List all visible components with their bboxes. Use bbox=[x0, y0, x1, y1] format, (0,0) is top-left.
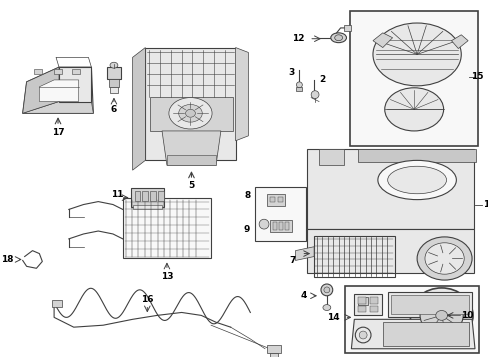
Bar bbox=[134, 191, 140, 201]
Polygon shape bbox=[130, 188, 163, 207]
Text: 18: 18 bbox=[1, 255, 14, 264]
Bar bbox=[142, 191, 148, 201]
Text: 8: 8 bbox=[244, 191, 250, 200]
Bar bbox=[109, 79, 119, 87]
Bar bbox=[387, 292, 471, 318]
Text: 13: 13 bbox=[161, 272, 173, 281]
Polygon shape bbox=[132, 48, 145, 170]
Text: 12: 12 bbox=[291, 34, 304, 43]
Bar bbox=[277, 197, 282, 202]
Ellipse shape bbox=[377, 160, 455, 200]
Bar bbox=[369, 297, 377, 303]
Bar bbox=[54, 69, 62, 74]
Ellipse shape bbox=[259, 219, 268, 229]
Bar bbox=[269, 220, 291, 232]
Polygon shape bbox=[358, 149, 475, 162]
Ellipse shape bbox=[372, 23, 460, 86]
Bar bbox=[345, 286, 478, 353]
Text: 5: 5 bbox=[188, 181, 194, 190]
Polygon shape bbox=[22, 67, 59, 113]
Ellipse shape bbox=[185, 109, 195, 117]
Bar bbox=[122, 198, 211, 258]
Bar bbox=[296, 87, 302, 91]
Polygon shape bbox=[166, 156, 216, 165]
Ellipse shape bbox=[310, 91, 318, 99]
Polygon shape bbox=[351, 319, 474, 349]
Text: 14: 14 bbox=[326, 313, 339, 322]
Ellipse shape bbox=[110, 62, 118, 68]
Ellipse shape bbox=[387, 166, 446, 194]
Bar bbox=[358, 306, 366, 312]
Text: 11: 11 bbox=[110, 190, 123, 199]
Bar bbox=[35, 69, 42, 74]
Bar bbox=[52, 300, 62, 307]
Text: 3: 3 bbox=[288, 68, 294, 77]
Polygon shape bbox=[235, 48, 248, 141]
Bar bbox=[284, 222, 288, 230]
Bar bbox=[110, 87, 118, 93]
Bar bbox=[132, 204, 162, 210]
Ellipse shape bbox=[322, 305, 330, 310]
Text: 2: 2 bbox=[318, 76, 325, 85]
Bar bbox=[150, 191, 156, 201]
Bar bbox=[343, 25, 351, 31]
Text: 17: 17 bbox=[52, 129, 64, 138]
Bar bbox=[158, 191, 163, 201]
Polygon shape bbox=[22, 67, 93, 113]
Text: 4: 4 bbox=[300, 291, 306, 300]
Ellipse shape bbox=[409, 288, 472, 343]
Text: 10: 10 bbox=[460, 311, 473, 320]
Polygon shape bbox=[450, 35, 467, 49]
Polygon shape bbox=[295, 247, 313, 260]
Ellipse shape bbox=[178, 104, 202, 122]
Circle shape bbox=[359, 331, 366, 339]
Bar bbox=[266, 194, 284, 206]
Polygon shape bbox=[306, 229, 473, 273]
Text: 15: 15 bbox=[470, 72, 482, 81]
Polygon shape bbox=[424, 332, 457, 342]
Text: 6: 6 bbox=[111, 105, 117, 114]
Circle shape bbox=[355, 327, 370, 343]
Text: 16: 16 bbox=[141, 295, 153, 304]
Polygon shape bbox=[162, 131, 221, 165]
Bar bbox=[358, 297, 366, 303]
Text: 9: 9 bbox=[244, 225, 250, 234]
Circle shape bbox=[323, 287, 329, 293]
Ellipse shape bbox=[334, 35, 342, 41]
Bar bbox=[269, 353, 277, 357]
Bar bbox=[350, 11, 477, 146]
Text: 7: 7 bbox=[288, 256, 295, 265]
Bar bbox=[72, 69, 80, 74]
Bar bbox=[313, 236, 394, 277]
Ellipse shape bbox=[419, 297, 462, 334]
Bar bbox=[269, 197, 274, 202]
Bar bbox=[107, 67, 121, 79]
Bar bbox=[390, 295, 468, 314]
Text: 1: 1 bbox=[482, 200, 488, 209]
Bar bbox=[369, 306, 377, 312]
Ellipse shape bbox=[416, 237, 471, 280]
Polygon shape bbox=[59, 67, 91, 102]
Bar bbox=[255, 187, 305, 241]
Bar bbox=[358, 297, 367, 305]
Ellipse shape bbox=[384, 88, 443, 131]
Polygon shape bbox=[150, 96, 232, 131]
Bar bbox=[266, 345, 280, 353]
Bar bbox=[382, 322, 468, 346]
Polygon shape bbox=[372, 33, 392, 48]
Polygon shape bbox=[306, 149, 473, 229]
Circle shape bbox=[320, 284, 332, 296]
Ellipse shape bbox=[424, 243, 463, 274]
Ellipse shape bbox=[330, 33, 346, 42]
Bar bbox=[278, 222, 282, 230]
Bar bbox=[272, 222, 276, 230]
Ellipse shape bbox=[168, 98, 212, 129]
Polygon shape bbox=[145, 48, 235, 160]
Polygon shape bbox=[22, 102, 93, 113]
Ellipse shape bbox=[435, 310, 447, 320]
Ellipse shape bbox=[296, 82, 302, 88]
Bar bbox=[354, 294, 381, 315]
Polygon shape bbox=[40, 80, 79, 102]
Polygon shape bbox=[318, 149, 343, 165]
